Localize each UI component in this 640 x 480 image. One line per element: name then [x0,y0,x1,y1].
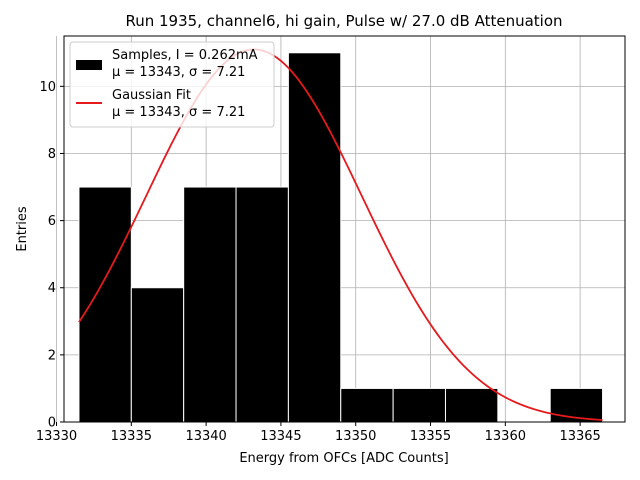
legend-box [69,41,275,128]
y-axis-ticks: 0 2 4 6 8 10 [39,80,64,431]
y-tick-label: 6 [48,214,56,229]
y-tick-label: 2 [48,348,56,363]
x-axis-label: Energy from OFCs [ADC Counts] [239,451,448,466]
x-tick-label: 13335 [111,429,152,444]
histogram-bar [183,186,237,423]
histogram-bar [130,287,185,423]
y-tick-label: 8 [48,147,56,162]
histogram-bar [444,387,499,423]
gaussian-fit-line [78,48,603,421]
chart-title: Run 1935, channel6, hi gain, Pulse w/ 27… [125,12,562,30]
x-tick-label: 13340 [185,429,226,444]
y-tick-label: 4 [48,281,56,296]
x-tick-label: 13360 [485,429,526,444]
x-tick-label: 13355 [410,429,451,444]
x-tick-label: 13365 [559,429,600,444]
legend-histogram-detail: μ = 13343, σ = 7.21 [112,65,245,80]
y-tick-label: 0 [48,416,56,431]
y-axis-label: Entries [15,206,30,252]
histogram-bar [340,387,394,423]
y-tick-label: 10 [39,80,56,95]
histogram-bar [287,52,342,423]
legend-histogram-label: Samples, I = 0.262mA [112,48,258,63]
x-tick-label: 13330 [36,429,77,444]
x-tick-label: 13345 [260,429,301,444]
legend-histogram-swatch [76,60,102,70]
legend-fit-label: Gaussian Fit [112,88,191,103]
histogram-bar [78,186,132,423]
legend: Samples, I = 0.262mA μ = 13343, σ = 7.21… [69,41,275,128]
histogram-bar [549,387,604,423]
histogram-bars [78,52,604,423]
x-axis-ticks: 13330 13335 13340 13345 13350 13355 13360 13365 [36,422,601,444]
x-tick-label: 13350 [335,429,376,444]
fit-curve-layer [78,48,603,421]
legend-fit-detail: μ = 13343, σ = 7.21 [112,105,245,120]
histogram-bar [235,186,289,423]
plot-frame [63,35,626,423]
histogram-bar [392,387,446,423]
